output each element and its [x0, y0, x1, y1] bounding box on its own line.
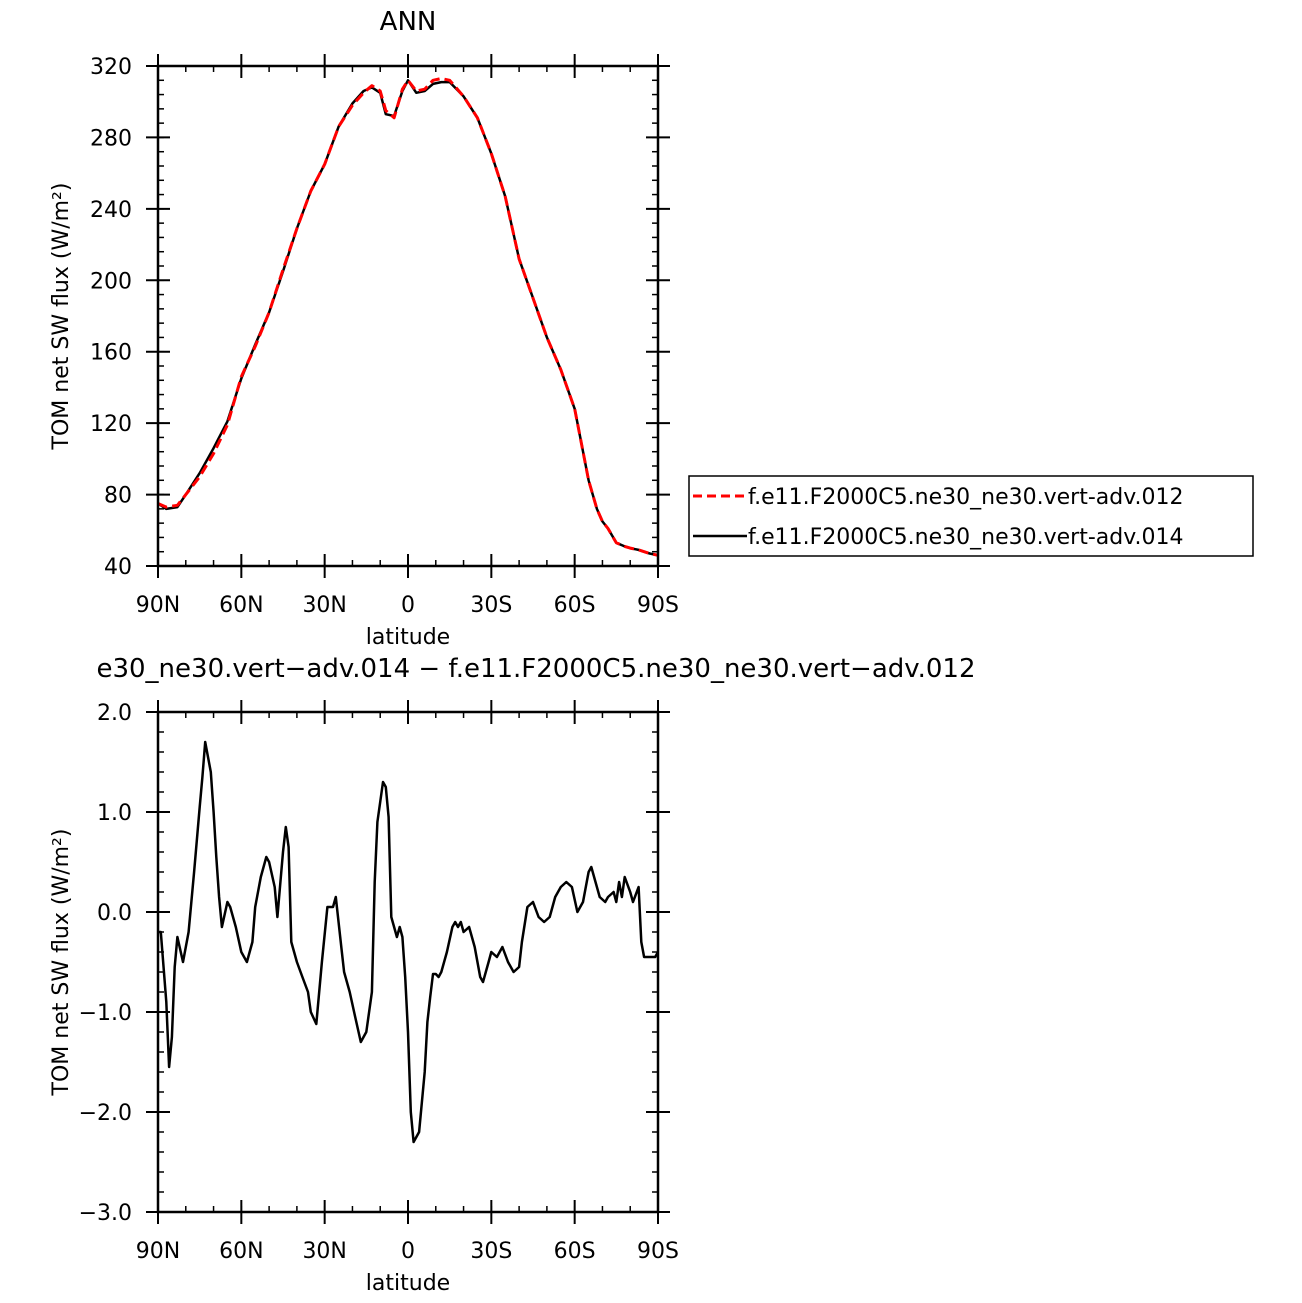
y-tick-label: 2.0: [97, 701, 132, 726]
chart-title: e30_ne30.vert−adv.014 − f.e11.F2000C5.ne…: [96, 654, 975, 684]
x-tick-label: 30S: [470, 593, 512, 618]
series-line-1: [158, 77, 658, 557]
plot-frame: [156, 64, 660, 568]
legend: f.e11.F2000C5.ne30_ne30.vert-adv.012 f.e1…: [688, 475, 1254, 557]
series-line-2: [158, 79, 658, 557]
y-tick-label: 320: [90, 55, 132, 80]
x-axis-label: latitude: [366, 1271, 450, 1296]
y-tick-label: 80: [104, 484, 132, 509]
y-tick-label: 1.0: [97, 801, 132, 826]
y-tick-label: 40: [104, 555, 132, 580]
y-tick-label: 160: [90, 341, 132, 366]
x-tick-label: 30N: [302, 1239, 346, 1264]
top-panel: ANN 40 80 120 160 200 240 280 320 90N 60N 30N 0 30S 60…: [49, 7, 1254, 650]
y-tick-label: 120: [90, 412, 132, 437]
x-tick-label: 60S: [554, 1239, 596, 1264]
x-tick-label: 90N: [136, 593, 180, 618]
y-axis-label: TOM net SW flux (W/m²): [49, 829, 74, 1097]
x-tick-label: 30N: [302, 593, 346, 618]
y-axis-label: TOM net SW flux (W/m²): [49, 183, 74, 451]
x-tick-label: 30S: [470, 1239, 512, 1264]
y-tick-label: 0.0: [97, 901, 132, 926]
bottom-panel: e30_ne30.vert−adv.014 − f.e11.F2000C5.ne…: [49, 654, 976, 1296]
y-tick-label: 200: [90, 269, 132, 294]
plot-frame: [156, 710, 660, 1214]
legend-label-2: f.e11.F2000C5.ne30_ne30.vert-adv.014: [748, 525, 1184, 550]
x-tick-label: 60N: [219, 593, 263, 618]
y-tick-label: 280: [90, 126, 132, 151]
x-tick-label: 90N: [136, 1239, 180, 1264]
x-axis-label: latitude: [366, 625, 450, 650]
series-line-1: [158, 740, 658, 1144]
chart-title: ANN: [380, 7, 437, 37]
y-tick-label: −1.0: [79, 1001, 132, 1026]
x-tick-label: 0: [401, 593, 415, 618]
legend-label-1: f.e11.F2000C5.ne30_ne30.vert-adv.012: [748, 485, 1184, 510]
x-tick-label: 90S: [637, 593, 679, 618]
x-tick-label: 60S: [554, 593, 596, 618]
x-tick-label: 60N: [219, 1239, 263, 1264]
legend-box: [688, 475, 1254, 557]
y-tick-label: −2.0: [79, 1101, 132, 1126]
y-tick-label: 240: [90, 198, 132, 223]
x-tick-label: 0: [401, 1239, 415, 1264]
y-tick-label: −3.0: [79, 1201, 132, 1226]
x-tick-label: 90S: [637, 1239, 679, 1264]
